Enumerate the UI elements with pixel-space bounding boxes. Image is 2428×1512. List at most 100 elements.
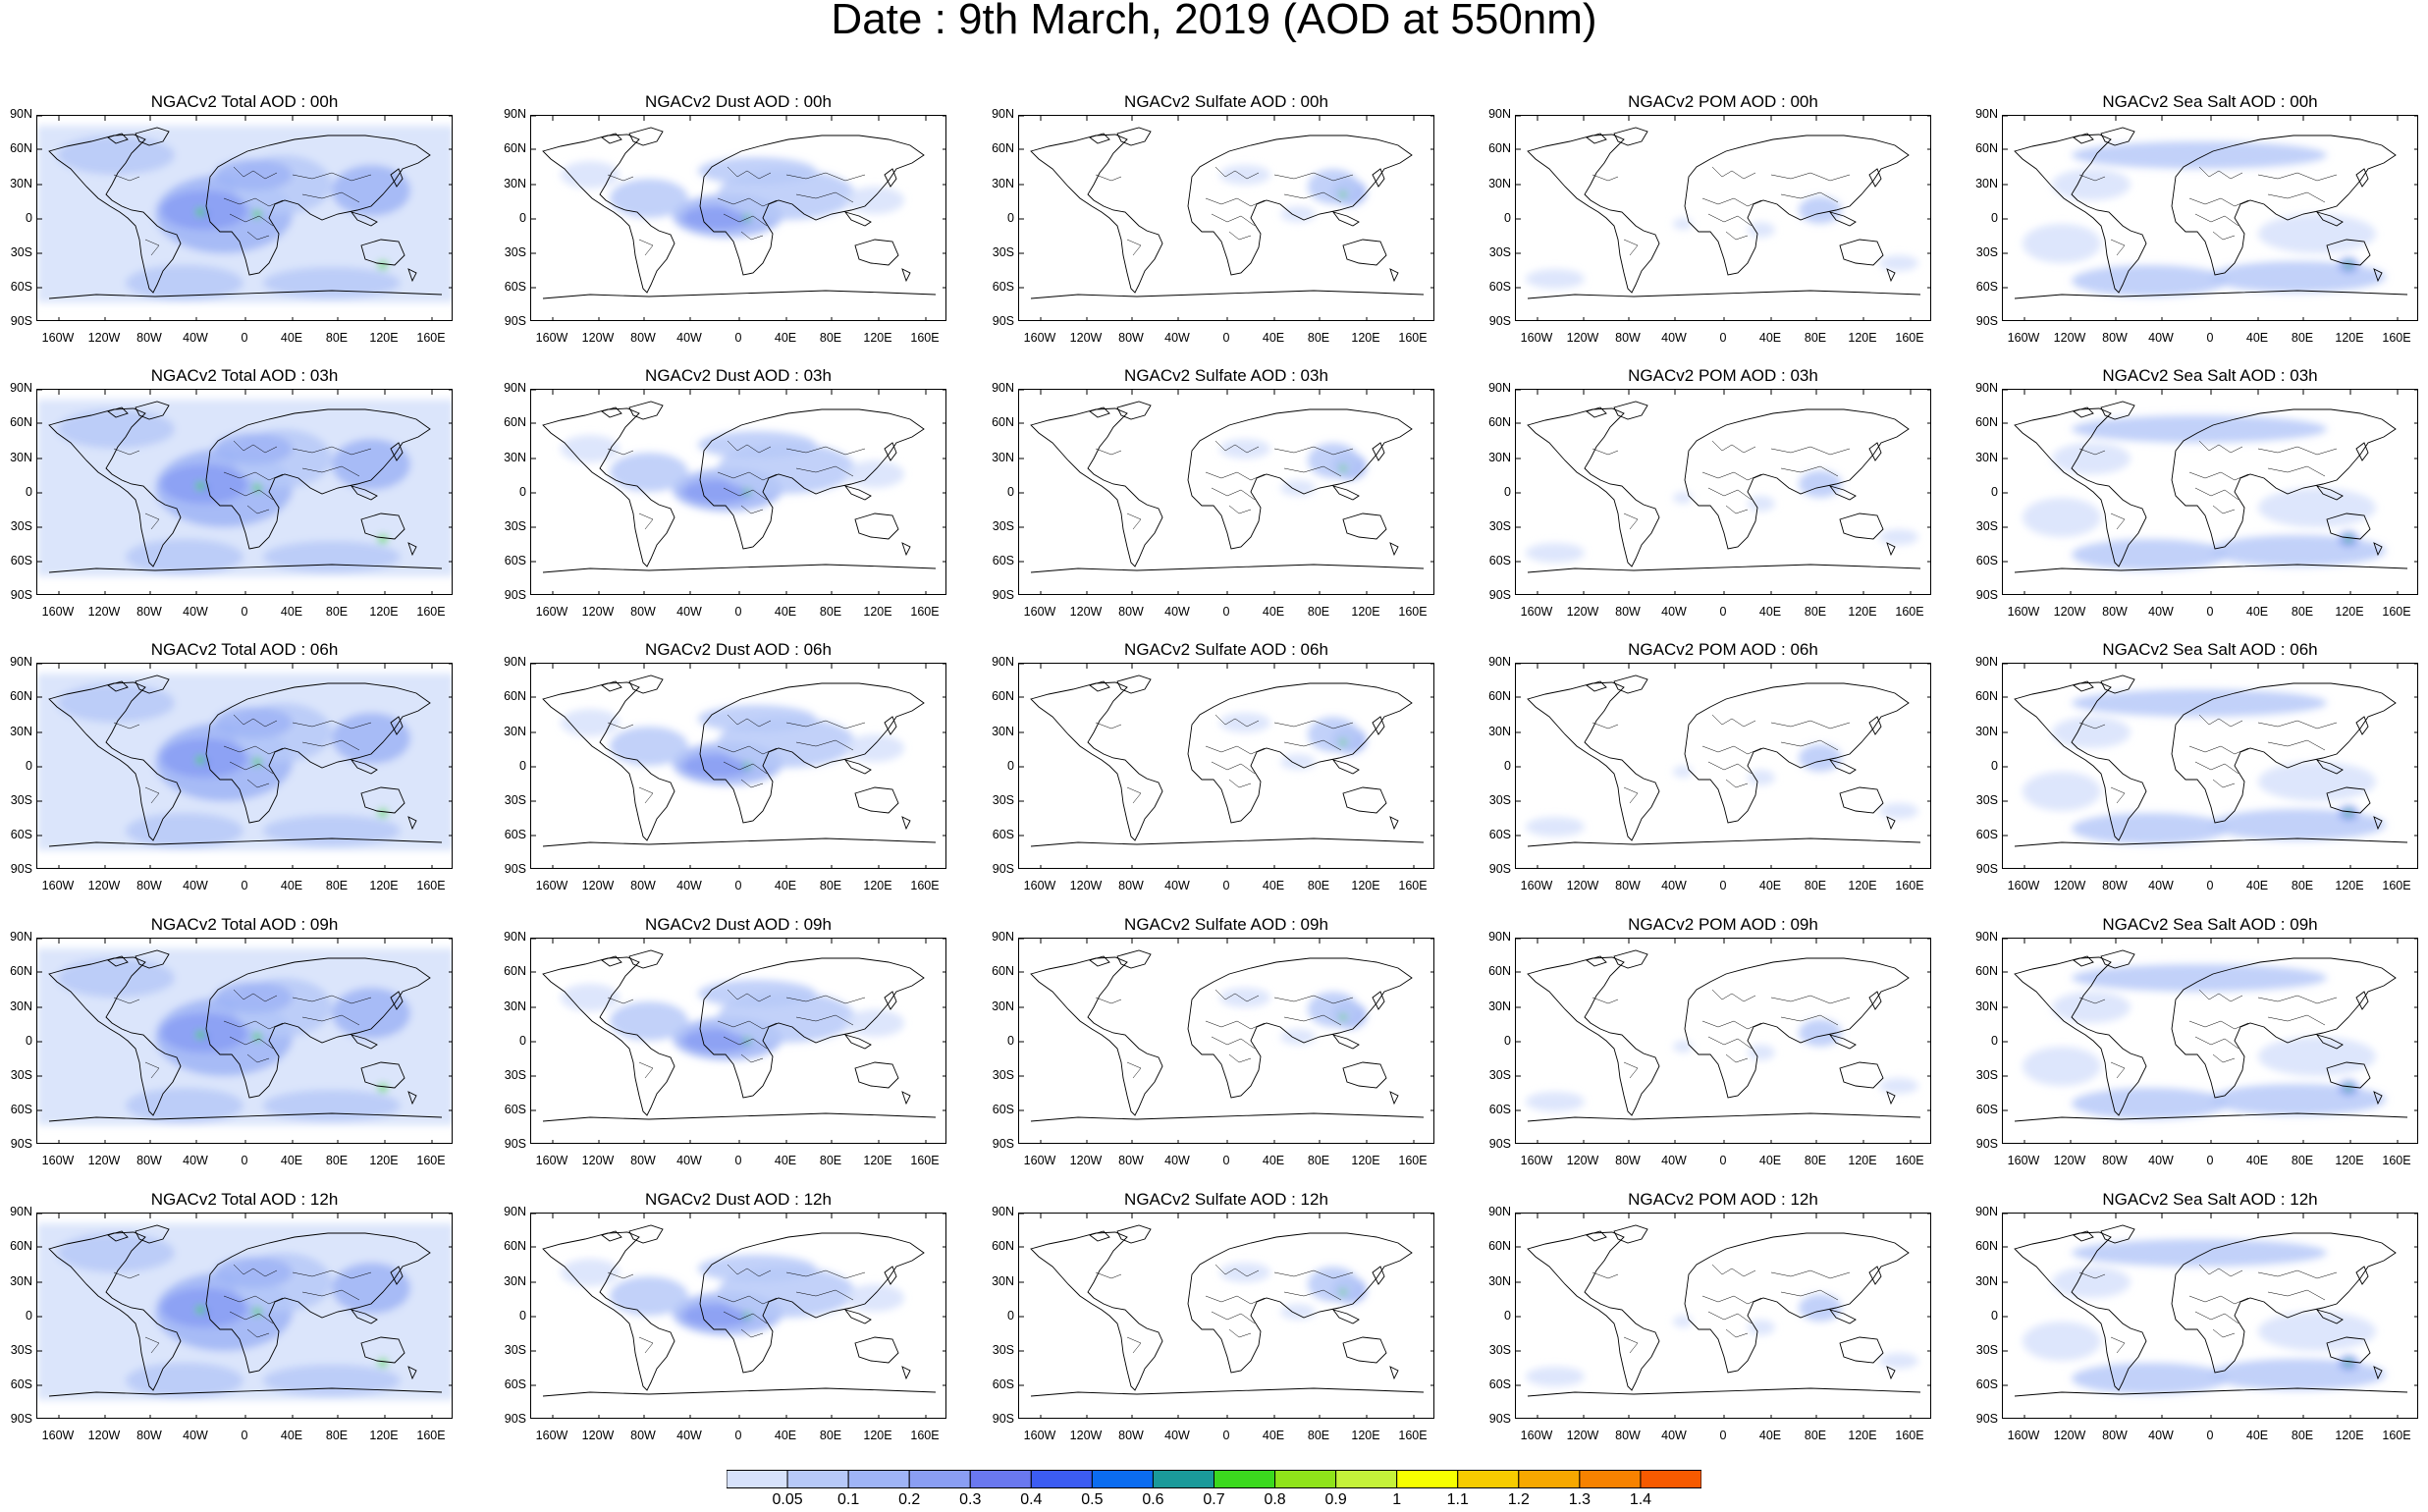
coastline	[1331, 211, 1360, 227]
world-map	[1516, 390, 1930, 594]
coastline	[2100, 1224, 2135, 1244]
lat-label: 90S	[992, 1412, 1014, 1426]
country-border	[1211, 487, 1256, 501]
country-border	[1770, 172, 1851, 182]
country-border	[229, 487, 274, 501]
coastline	[2171, 135, 2397, 276]
lat-label: 90N	[10, 107, 32, 121]
coastline	[2171, 957, 2397, 1099]
lat-label: 0	[1007, 211, 1014, 225]
coastline	[699, 957, 925, 1099]
lon-label: 40E	[774, 605, 797, 619]
lat-label: 60N	[10, 689, 32, 703]
coastline	[1030, 564, 1425, 573]
country-border	[740, 505, 764, 514]
map-dust	[530, 115, 946, 321]
coastline	[884, 716, 897, 735]
colorbar-label: 1	[1392, 1491, 1402, 1508]
lat-label: 30N	[992, 725, 1014, 738]
country-border	[2257, 720, 2338, 729]
lat-label: 60S	[10, 280, 32, 294]
coastline	[1342, 239, 1387, 266]
country-border	[1592, 997, 1619, 1004]
lat-label: 60N	[1975, 1239, 1998, 1253]
coastline	[1187, 682, 1413, 824]
lon-label: 120W	[87, 1154, 121, 1167]
lon-label: 0	[241, 331, 248, 345]
lon-label: 80W	[1615, 1154, 1641, 1167]
coastline	[884, 1266, 897, 1285]
country-border	[1205, 1020, 1266, 1030]
lon-label: 160W	[41, 1429, 75, 1442]
lat-label: 60S	[504, 280, 526, 294]
lon-label: 160E	[416, 1154, 446, 1167]
country-border	[1780, 191, 1839, 203]
coastline	[1089, 133, 1110, 144]
coastline	[1868, 1266, 1882, 1285]
lat-label: 0	[1007, 485, 1014, 499]
lon-label: 80E	[819, 605, 842, 619]
lon-label: 160W	[1520, 1429, 1553, 1442]
lon-label: 40W	[2148, 1154, 2174, 1167]
lon-label: 0	[1719, 1154, 1727, 1167]
lon-label: 120E	[2335, 1429, 2364, 1442]
aod-field	[561, 1255, 904, 1335]
coastline	[1089, 680, 1110, 692]
lon-label: 160E	[1398, 1429, 1428, 1442]
coastline	[1030, 837, 1425, 847]
country-border	[223, 1295, 284, 1305]
coastline	[699, 135, 925, 276]
colorbar-label: 0.7	[1203, 1491, 1225, 1508]
country-border	[1592, 1271, 1619, 1279]
coastline	[884, 442, 897, 461]
colorbar-box	[1396, 1470, 1459, 1488]
lat-label: 60N	[1975, 415, 1998, 429]
country-border	[2257, 995, 2338, 1004]
country-border	[1283, 739, 1342, 751]
coastline	[1389, 542, 1399, 557]
coastline	[360, 1061, 405, 1089]
country-border	[144, 1336, 160, 1354]
lon-label: 0	[1719, 1429, 1727, 1442]
coastline	[542, 134, 675, 294]
lat-label: 0	[26, 211, 32, 225]
coastline	[1389, 1091, 1399, 1106]
country-border	[2198, 714, 2243, 728]
lon-label: 0	[1719, 605, 1727, 619]
country-border	[2212, 505, 2236, 514]
aod-field	[2023, 141, 2386, 297]
coastline	[107, 406, 129, 418]
coastline	[2014, 290, 2408, 299]
country-border	[2257, 172, 2338, 182]
lon-label: 80E	[1804, 879, 1827, 892]
country-border	[2194, 213, 2239, 227]
lat-label: 90S	[10, 862, 32, 876]
coastline	[2014, 1231, 2147, 1391]
coastline	[1527, 290, 1921, 299]
country-border	[785, 446, 866, 456]
coastline	[1613, 1224, 1648, 1244]
coastline	[2373, 1366, 2383, 1380]
lon-label: 160W	[2007, 1429, 2040, 1442]
lon-label: 40W	[676, 605, 702, 619]
coastline	[2171, 1232, 2397, 1374]
panel-title: NGACv2 Total AOD : 12h	[150, 1190, 339, 1209]
lon-label: 80E	[325, 331, 349, 345]
country-border	[1211, 1036, 1256, 1050]
coastline	[2355, 1266, 2369, 1285]
lat-label: 60N	[10, 415, 32, 429]
country-border	[2078, 174, 2106, 182]
lon-label: 160E	[910, 331, 940, 345]
coastline	[1331, 1034, 1360, 1050]
aod-field	[1219, 713, 1367, 770]
coastline	[699, 408, 925, 550]
panel-title: NGACv2 Dust AOD : 03h	[645, 366, 832, 385]
lat-label: 30S	[1488, 1068, 1511, 1082]
country-border	[1707, 213, 1753, 227]
lon-label: 40W	[183, 879, 208, 892]
lat-label: 30N	[1488, 177, 1511, 190]
coastline	[2315, 1034, 2344, 1050]
country-border	[2198, 1264, 2243, 1277]
lat-label: 30N	[504, 451, 526, 464]
lat-label: 30N	[504, 725, 526, 738]
